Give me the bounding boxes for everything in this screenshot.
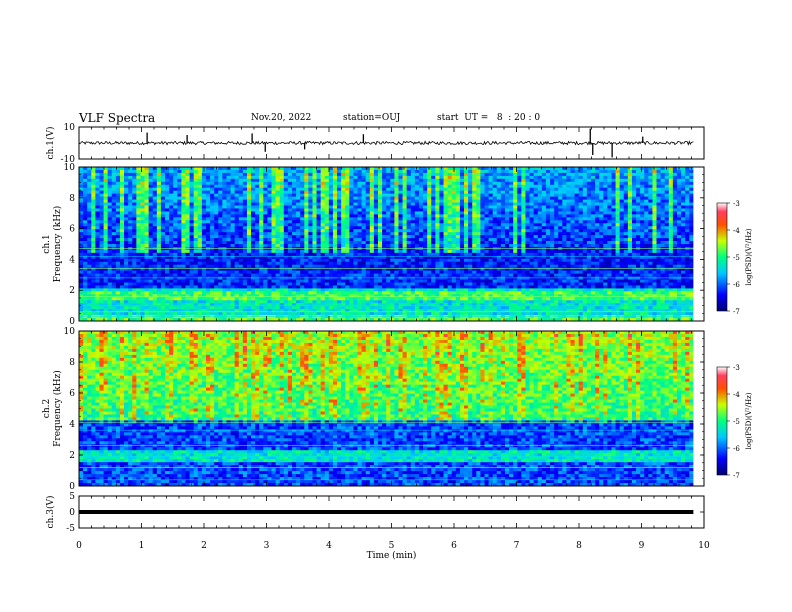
date-label: Nov.20, 2022 <box>251 113 311 123</box>
ch2-spectrogram-ylabel-0: ch.2 <box>42 399 52 418</box>
ch1-spectrogram-cb-label: log(PSD)(V²/Hz) <box>745 228 753 285</box>
ch1-spectrogram-ytick-0: 0 <box>69 317 75 327</box>
ch2-spectrogram-ytick-1: 2 <box>69 451 75 461</box>
xtick-6: 6 <box>451 541 457 551</box>
station-label: station=OUJ <box>343 113 400 123</box>
ch1-spectrogram-ytick-2: 4 <box>69 255 75 265</box>
ch1-spectrogram-ytick-3: 6 <box>69 225 75 235</box>
ch1-waveform-ylabel-0: ch.1(V) <box>45 127 56 160</box>
xtick-0: 0 <box>76 541 82 551</box>
ch2-spectrogram-cb-tick-2: -5 <box>733 418 740 426</box>
ch1-spectrogram-cb-tick-4: -7 <box>733 308 740 316</box>
xtick-8: 8 <box>576 541 582 551</box>
ch1-spectrogram-ylabel-0: ch.1 <box>42 234 52 253</box>
ch1-spectrogram-cb-tick-2: -5 <box>733 254 740 262</box>
ch2-spectrogram-cb-tick-0: -3 <box>733 364 740 372</box>
xtick-3: 3 <box>264 541 270 551</box>
ch3-waveform-ytick-0: 5 <box>69 492 75 502</box>
ch1-spectrogram-cb-tick-1: -4 <box>733 227 740 235</box>
ch1-spectrogram-cb-tick-3: -6 <box>733 281 740 289</box>
xtick-7: 7 <box>514 541 520 551</box>
ch3-waveform-ytick-1: 0 <box>69 508 75 518</box>
ch1-spectrogram-cb-tick-0: -3 <box>733 200 740 208</box>
ch1-spectrogram-ytick-1: 2 <box>69 286 75 296</box>
start-ut-label: start UT = 8 : 20 : 0 <box>437 113 540 123</box>
ch2-spectrogram-colorbar <box>716 366 728 476</box>
xtick-5: 5 <box>389 541 395 551</box>
ch2-spectrogram-ytick-3: 6 <box>69 389 75 399</box>
ch1-spectrogram-cells <box>79 167 694 322</box>
ch3-waveform-ylabel-0: ch.3(V) <box>45 496 56 529</box>
chart-title: VLF Spectra <box>79 111 155 125</box>
xtick-1: 1 <box>139 541 145 551</box>
ch2-spectrogram-cells <box>79 331 694 487</box>
xtick-10: 10 <box>698 541 710 551</box>
ch2-spectrogram-cb-label: log(PSD)(V²/Hz) <box>745 392 753 449</box>
xtick-4: 4 <box>326 541 332 551</box>
ch3-waveform-ytick-2: -5 <box>66 524 75 534</box>
ch1-waveform-ytick-1: -10 <box>61 155 76 165</box>
ch2-spectrogram-ylabel-1: Frequency (kHz) <box>52 370 63 447</box>
ch2-spectrogram-cb-tick-3: -6 <box>733 445 740 453</box>
ch2-spectrogram-ytick-4: 8 <box>69 358 75 368</box>
ch2-spectrogram-cb-tick-4: -7 <box>733 472 740 480</box>
x-axis-label: Time (min) <box>367 550 417 561</box>
ch2-spectrogram-cb-tick-1: -4 <box>733 391 740 399</box>
ch2-spectrogram-ytick-0: 0 <box>69 482 75 492</box>
ch2-spectrogram-ytick-2: 4 <box>69 420 75 430</box>
ch2-spectrogram-ytick-5: 10 <box>64 327 76 337</box>
ch1-spectrogram-ytick-4: 8 <box>69 194 75 204</box>
xtick-9: 9 <box>639 541 645 551</box>
ch1-waveform-ytick-0: 10 <box>64 123 76 133</box>
xtick-2: 2 <box>201 541 207 551</box>
ch1-trace <box>78 140 694 146</box>
ch1-spectrogram-ytick-5: 10 <box>64 163 76 173</box>
ch1-spectrogram-ylabel-1: Frequency (kHz) <box>52 206 63 283</box>
ch1-spectrogram-colorbar <box>716 202 728 312</box>
